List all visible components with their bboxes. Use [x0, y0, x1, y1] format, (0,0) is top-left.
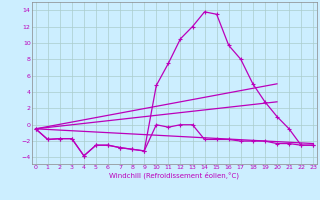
- X-axis label: Windchill (Refroidissement éolien,°C): Windchill (Refroidissement éolien,°C): [109, 172, 239, 179]
